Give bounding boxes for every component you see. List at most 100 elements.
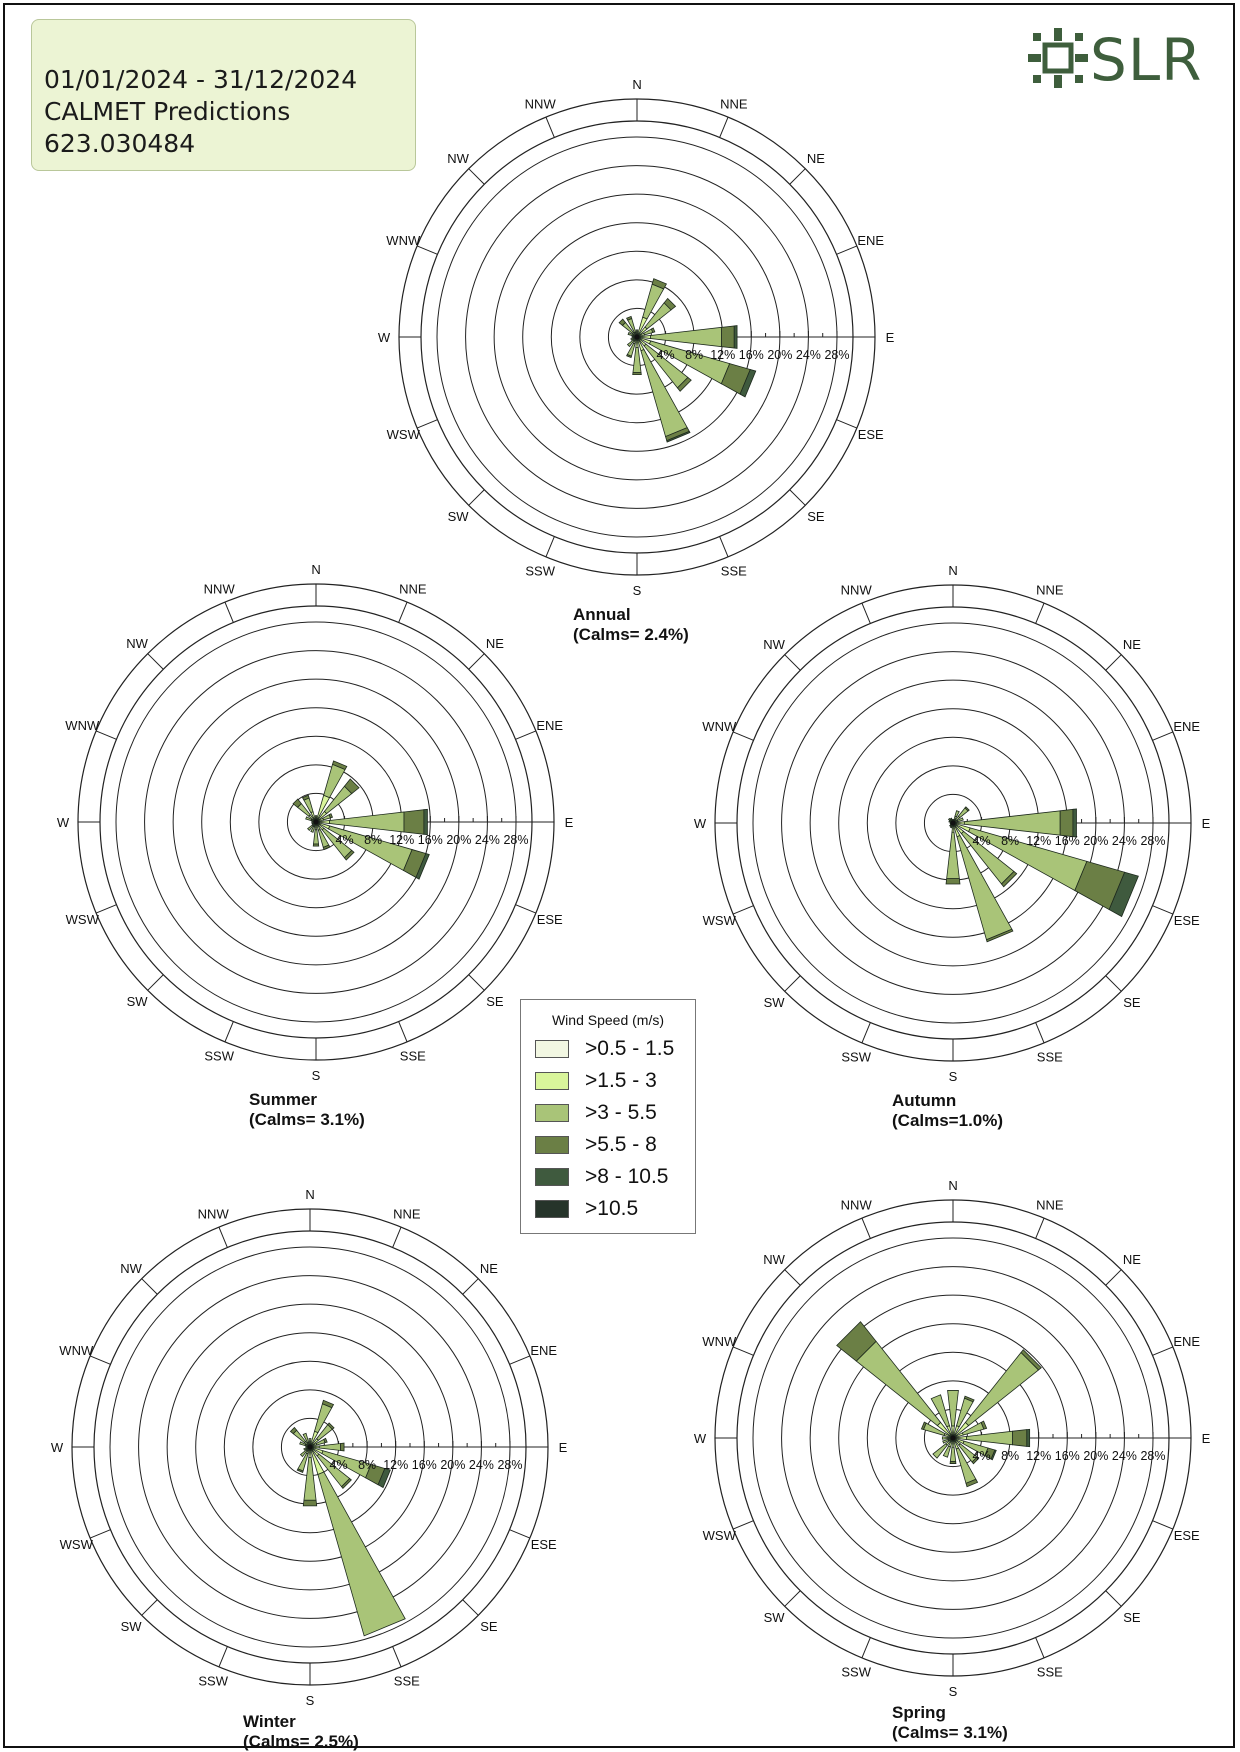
rose-ring-label: 16% [739,348,764,362]
rose-ring-label: 4% [336,833,354,847]
rose-ring-label: 4% [657,348,675,362]
rose-direction-label: NNW [525,96,557,111]
rose-direction-tick [1153,732,1173,740]
rose-direction-tick [546,537,554,557]
rose-direction-tick [516,731,536,739]
rose-ring-label: 12% [710,348,735,362]
rose-direction-label: NW [763,1252,785,1267]
rose-direction-label: ESE [1174,1528,1200,1543]
header-info-box: 01/01/2024 - 31/12/2024 CALMET Predictio… [31,19,416,171]
rose-direction-label: SE [486,994,504,1009]
rose-direction-tick [1153,1521,1173,1529]
rose-direction-label: SSE [1037,1050,1063,1065]
rose-direction-tick [1036,1023,1044,1043]
rose-ring-label: 8% [685,348,703,362]
rose-direction-tick [1153,1347,1173,1355]
rose-direction-label: N [305,1187,314,1202]
rose-petal-segment [950,1461,956,1463]
rose-ring-label: 24% [1112,834,1137,848]
rose-ring-label: 4% [330,1458,348,1472]
rose-direction-label: SE [480,1619,498,1634]
rose-petal-segment [734,326,737,349]
rose-direction-label: NNW [841,1197,873,1212]
rose-petal-segment [966,1431,1012,1445]
rose-direction-tick [1036,603,1044,623]
rose-ring-label: 28% [497,1458,522,1472]
rose-direction-label: NNW [198,1206,230,1221]
rose-ring-label: 24% [475,833,500,847]
rose-direction-label: N [632,77,641,92]
rose-direction-tick [96,905,116,913]
rose-direction-tick [1106,1591,1122,1607]
model-name: CALMET Predictions [44,96,415,128]
rose-ring-label: 20% [767,348,792,362]
rose-direction-label: SE [1123,995,1141,1010]
slr-logo: SLR [1028,22,1223,92]
rose-direction-label: W [694,1431,707,1446]
rose-petal-segment [1027,1429,1030,1446]
rose-center-marker [314,820,319,825]
rose-direction-tick [393,1227,401,1247]
rose-ring-label: 28% [824,348,849,362]
caption-winter: Winter (Calms= 2.5%) [243,1712,359,1752]
rose-direction-tick [785,1591,801,1607]
rose-direction-label: N [311,562,320,577]
rose-direction-label: WNW [59,1343,94,1358]
rose-ring-label: 8% [1001,834,1019,848]
rose-petal-segment [1073,809,1077,837]
rose-direction-label: ENE [1173,1334,1200,1349]
rose-direction-label: ENE [536,718,563,733]
rose-direction-tick [90,1530,110,1538]
rose-petal-segment [950,1447,955,1461]
rose-ring-label: 8% [364,833,382,847]
rose-petal-segment [1013,1430,1027,1447]
rose-direction-label: SSE [394,1674,420,1689]
rose-center-marker [308,1445,313,1450]
rose-direction-tick [399,1022,407,1042]
rose-calms: (Calms= 2.4%) [573,625,689,645]
rose-direction-label: NNE [1036,582,1064,597]
rose-petal-segment [319,1444,340,1451]
windrose-summer: NNNENEENEEESESESSESSSWSWWSWWWNWNWNNW4%8%… [46,562,586,1092]
rose-direction-label: ESE [531,1537,557,1552]
windrose-spring: NNNENEENEEESESESSESSSWSWWSWWWNWNWNNW4%8%… [683,1178,1223,1708]
caption-autumn: Autumn (Calms=1.0%) [892,1091,1003,1131]
rose-direction-tick [469,490,485,506]
rose-center-marker [635,335,640,340]
legend-swatch [535,1200,569,1218]
rose-ring-label: 12% [1026,1449,1051,1463]
rose-direction-label: SE [807,509,825,524]
rose-direction-label: ENE [1173,719,1200,734]
rose-direction-label: ESE [858,427,884,442]
rose-petal-segment [942,1437,948,1439]
rose-direction-tick [785,655,801,671]
rose-petal-segment [633,372,642,374]
rose-direction-label: NNE [720,96,748,111]
rose-direction-tick [785,976,801,992]
rose-ring-label: 8% [358,1458,376,1472]
rose-direction-label: NNE [399,581,427,596]
rose-direction-tick [142,1600,158,1616]
rose-direction-label: WSW [703,1528,737,1543]
rose-ring-label: 12% [383,1458,408,1472]
rose-ring-label: 28% [503,833,528,847]
rose-petal-segment [318,1472,405,1636]
rose-direction-tick [733,906,753,914]
rose-center-marker [951,821,956,826]
rose-direction-label: W [378,330,391,345]
rose-direction-tick [1153,906,1173,914]
rose-ring-label: 16% [1055,1449,1080,1463]
rose-direction-tick [1036,1218,1044,1238]
rose-petal-segment [315,816,316,818]
rose-petal-segment [341,1443,345,1451]
rose-petal-segment [1060,809,1073,836]
rose-direction-tick [1106,1270,1122,1286]
rose-direction-label: ENE [530,1343,557,1358]
rose-calms: (Calms= 3.1%) [892,1723,1008,1743]
rose-petal-segment [313,830,318,844]
legend-swatch [535,1168,569,1186]
rose-petal-segment [404,810,424,835]
rose-direction-tick [463,1279,479,1295]
rose-direction-label: E [886,330,895,345]
rose-petal-segment [856,1341,940,1425]
